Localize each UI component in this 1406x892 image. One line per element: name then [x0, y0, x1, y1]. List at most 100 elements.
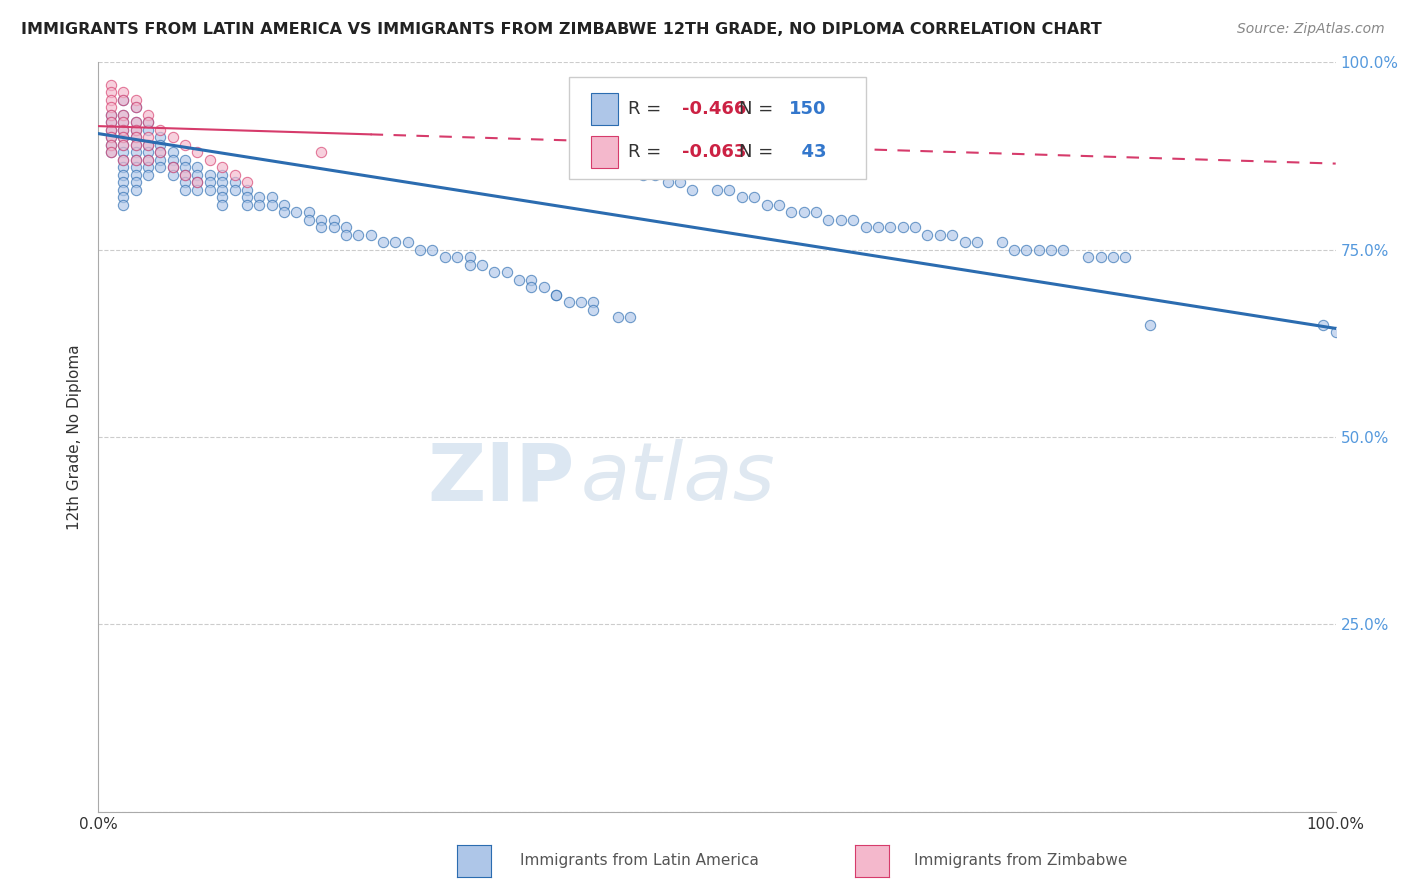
Point: [112, 123, 135, 137]
Point: [100, 78, 122, 92]
Point: [112, 175, 135, 189]
Point: [1324, 325, 1347, 339]
Point: [149, 153, 172, 167]
Point: [731, 190, 754, 204]
Point: [309, 212, 332, 227]
Text: R =: R =: [628, 143, 666, 161]
Point: [100, 100, 122, 114]
Point: [100, 93, 122, 107]
Text: 43: 43: [789, 143, 827, 161]
Point: [186, 168, 208, 182]
Point: [112, 198, 135, 212]
Text: IMMIGRANTS FROM LATIN AMERICA VS IMMIGRANTS FROM ZIMBABWE 12TH GRADE, NO DIPLOMA: IMMIGRANTS FROM LATIN AMERICA VS IMMIGRA…: [21, 22, 1102, 37]
Point: [520, 273, 543, 287]
Point: [569, 295, 592, 310]
Point: [112, 153, 135, 167]
Point: [941, 227, 963, 242]
Point: [793, 205, 815, 219]
Point: [520, 280, 543, 294]
Point: [855, 220, 877, 235]
Point: [186, 183, 208, 197]
Point: [260, 190, 283, 204]
Point: [198, 183, 221, 197]
Point: [904, 220, 927, 235]
Point: [124, 137, 146, 152]
Point: [309, 220, 332, 235]
Point: [162, 161, 184, 175]
Text: Immigrants from Latin America: Immigrants from Latin America: [520, 854, 759, 868]
Point: [322, 220, 344, 235]
Point: [112, 93, 135, 107]
Point: [842, 212, 865, 227]
Point: [124, 153, 146, 167]
Point: [136, 153, 159, 167]
Point: [100, 86, 122, 100]
Bar: [591, 136, 619, 168]
Point: [112, 108, 135, 122]
Point: [112, 137, 135, 152]
Point: [100, 137, 122, 152]
Point: [149, 137, 172, 152]
Point: [124, 115, 146, 129]
Point: [471, 258, 494, 272]
Point: [162, 153, 184, 167]
Point: [484, 265, 506, 279]
Point: [100, 108, 122, 122]
Point: [742, 190, 765, 204]
Point: [186, 145, 208, 160]
Point: [657, 175, 679, 189]
Point: [347, 227, 370, 242]
Point: [1102, 250, 1125, 264]
Point: [100, 123, 122, 137]
Point: [124, 123, 146, 137]
Point: [112, 183, 135, 197]
Point: [360, 227, 382, 242]
Point: [298, 212, 321, 227]
Bar: [591, 94, 619, 125]
FancyBboxPatch shape: [568, 78, 866, 178]
Point: [322, 212, 344, 227]
Point: [174, 168, 197, 182]
Point: [1040, 243, 1063, 257]
Point: [446, 250, 468, 264]
Point: [100, 108, 122, 122]
Point: [149, 161, 172, 175]
Point: [533, 280, 555, 294]
Point: [162, 145, 184, 160]
Text: atlas: atlas: [581, 439, 776, 517]
Point: [112, 130, 135, 145]
Point: [112, 93, 135, 107]
Point: [174, 161, 197, 175]
Point: [186, 175, 208, 189]
Text: R =: R =: [628, 100, 666, 118]
Point: [198, 175, 221, 189]
Point: [236, 190, 259, 204]
Point: [879, 220, 901, 235]
Y-axis label: 12th Grade, No Diploma: 12th Grade, No Diploma: [67, 344, 83, 530]
Point: [953, 235, 976, 250]
Point: [136, 145, 159, 160]
Point: [607, 310, 630, 325]
Point: [162, 168, 184, 182]
Point: [891, 220, 914, 235]
Point: [112, 137, 135, 152]
Text: ZIP: ZIP: [427, 439, 575, 517]
Point: [174, 175, 197, 189]
Point: [112, 168, 135, 182]
Point: [136, 137, 159, 152]
Point: [112, 86, 135, 100]
Point: [136, 168, 159, 182]
Point: [100, 145, 122, 160]
Point: [817, 212, 839, 227]
Point: [136, 137, 159, 152]
Point: [124, 130, 146, 145]
Point: [335, 220, 357, 235]
Point: [211, 183, 233, 197]
Point: [149, 145, 172, 160]
Point: [309, 145, 332, 160]
Point: [928, 227, 950, 242]
Text: 150: 150: [789, 100, 827, 118]
Point: [706, 183, 728, 197]
Point: [866, 220, 889, 235]
Point: [136, 130, 159, 145]
